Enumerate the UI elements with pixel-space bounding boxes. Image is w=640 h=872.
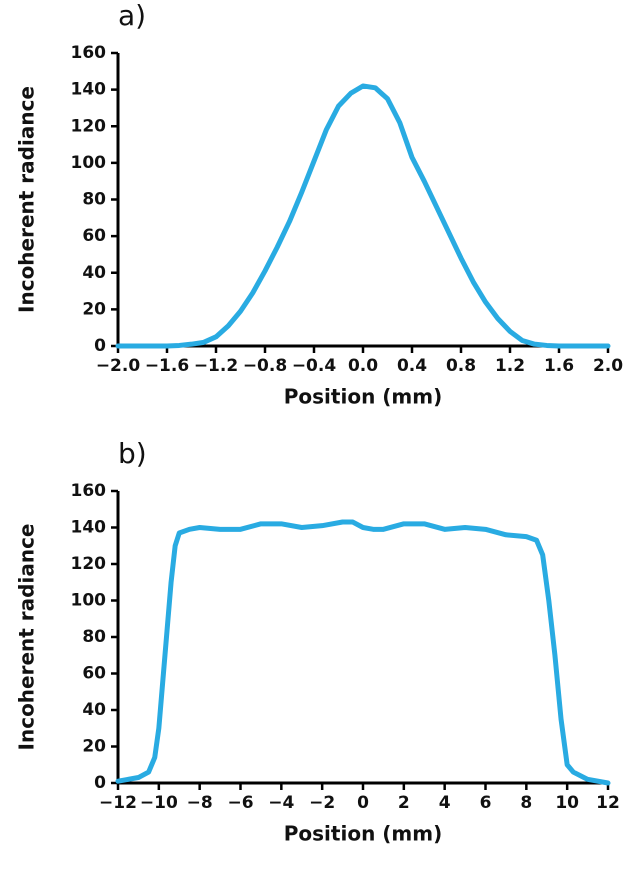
x-tick-label: −6 [227, 793, 253, 813]
y-tick-label: 80 [82, 190, 106, 210]
y-tick-label: 100 [71, 153, 107, 173]
y-axis-label: Incoherent radiance [15, 86, 39, 313]
x-tick-label: −2 [309, 793, 335, 813]
y-tick-label: 80 [82, 627, 106, 647]
y-tick-label: 60 [82, 226, 106, 246]
x-tick-label: 0.0 [348, 356, 378, 376]
y-tick-label: 120 [71, 554, 107, 574]
y-tick-label: 140 [71, 80, 107, 100]
y-tick-label: 140 [71, 518, 107, 538]
y-tick-label: 40 [82, 700, 106, 720]
y-tick-label: 160 [71, 43, 107, 63]
x-tick-label: 1.2 [495, 356, 525, 376]
y-tick-label: 160 [71, 481, 107, 501]
x-tick-label: 2.0 [593, 356, 623, 376]
y-tick-label: 120 [71, 116, 107, 136]
panel-title: a) [118, 0, 146, 32]
y-axis-label: Incoherent radiance [15, 524, 39, 751]
x-tick-label: −1.6 [145, 356, 189, 376]
y-tick-label: 40 [82, 263, 106, 283]
x-tick-label: 0.4 [397, 356, 427, 376]
x-tick-label: 6 [480, 793, 492, 813]
y-tick-label: 20 [82, 299, 106, 319]
x-tick-label: 10 [555, 793, 579, 813]
x-tick-label: −1.2 [194, 356, 238, 376]
data-line [115, 83, 611, 349]
y-tick-label: 60 [82, 664, 106, 684]
x-tick-label: −4 [268, 793, 294, 813]
y-tick-label: 0 [94, 336, 106, 356]
y-tick-label: 0 [94, 773, 106, 793]
x-tick-label: 4 [439, 793, 451, 813]
x-tick-label: −10 [140, 793, 178, 813]
y-tick-label: 100 [71, 591, 107, 611]
x-tick-label: 8 [520, 793, 532, 813]
y-tick-label: 20 [82, 737, 106, 757]
x-tick-label: −0.4 [292, 356, 337, 376]
x-tick-label: 12 [596, 793, 620, 813]
x-tick-label: −2.0 [96, 356, 141, 376]
x-tick-label: −8 [187, 793, 213, 813]
x-tick-label: 1.6 [544, 356, 574, 376]
x-tick-label: 0 [357, 793, 369, 813]
panel-title: b) [118, 437, 147, 470]
x-tick-label: −12 [99, 793, 137, 813]
x-axis-label: Position (mm) [284, 385, 442, 409]
data-line [115, 519, 611, 786]
x-tick-label: −0.8 [243, 356, 287, 376]
x-tick-label: 2 [398, 793, 410, 813]
x-axis-label: Position (mm) [284, 822, 442, 846]
x-tick-label: 0.8 [446, 356, 476, 376]
